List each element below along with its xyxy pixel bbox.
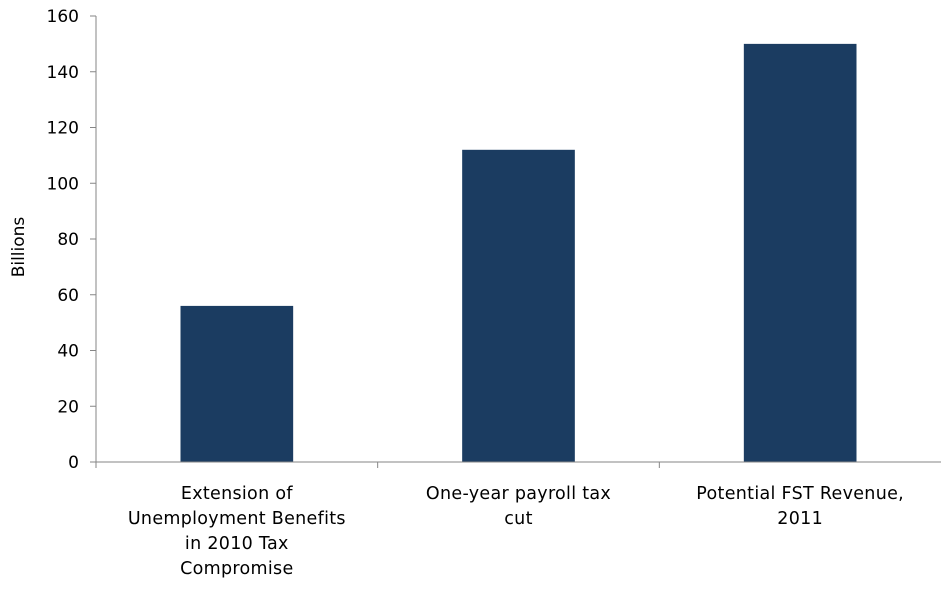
- y-axis-title: Billions: [9, 217, 29, 278]
- y-tick-label: 120: [47, 119, 79, 139]
- x-category-label: Extension of Unemployment Benefits in 2010…: [128, 484, 346, 579]
- x-category-label-line: cut: [504, 509, 532, 529]
- x-category-label-line: 2011: [777, 509, 823, 529]
- bar: [462, 149, 575, 463]
- y-tick-label: 40: [57, 342, 79, 362]
- x-category-label-line: in 2010 Tax: [185, 534, 289, 554]
- x-axis-ticks: [95, 462, 660, 468]
- bar: [180, 305, 294, 462]
- y-tick-label: 60: [57, 286, 79, 306]
- bars: [180, 43, 857, 463]
- y-axis-ticks: 0 20 40 60 80 100 120 140 160: [47, 7, 96, 473]
- x-category-label-line: Compromise: [180, 559, 293, 579]
- axes: [90, 16, 941, 463]
- x-category-label: Potential FST Revenue, 2011: [696, 484, 904, 529]
- y-tick-label: 0: [68, 453, 79, 473]
- x-category-label-line: Potential FST Revenue,: [696, 484, 904, 504]
- y-tick-label: 160: [47, 7, 79, 27]
- x-category-label-line: Unemployment Benefits: [128, 509, 346, 529]
- bar: [743, 43, 857, 462]
- y-tick-label: 80: [57, 230, 79, 250]
- x-category-label: One-year payroll tax cut: [426, 484, 611, 529]
- y-tick-label: 100: [47, 174, 79, 194]
- y-tick-label: 20: [57, 397, 79, 417]
- x-category-label-line: One-year payroll tax: [426, 484, 611, 504]
- x-category-label-line: Extension of: [181, 484, 293, 504]
- y-tick-label: 140: [47, 63, 79, 83]
- category-labels: Extension of Unemployment Benefits in 2010…: [128, 484, 904, 579]
